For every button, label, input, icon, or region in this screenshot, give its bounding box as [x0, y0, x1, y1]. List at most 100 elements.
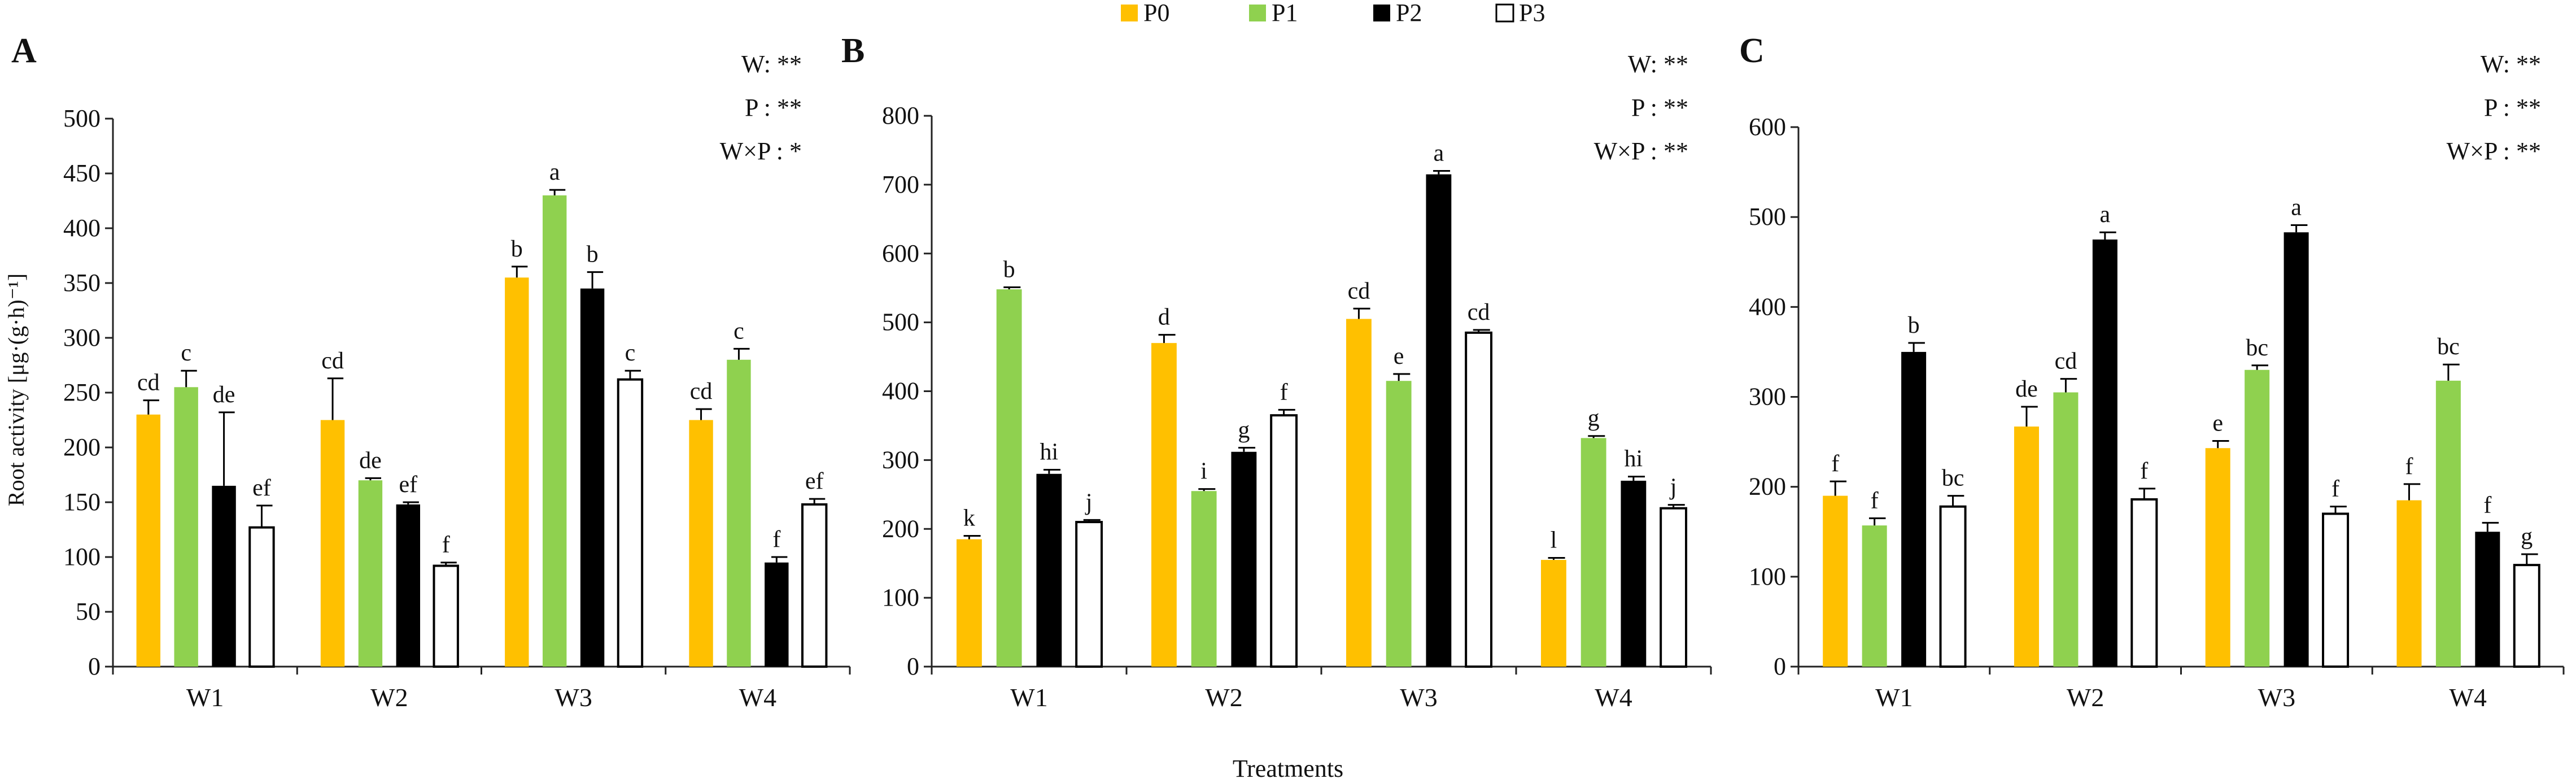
significance-letter: bc — [2246, 335, 2268, 361]
bar-p1-w3 — [1386, 381, 1412, 667]
bar-p3-w1 — [1075, 521, 1103, 668]
y-tick-label: 700 — [882, 171, 919, 198]
significance-letter: e — [2212, 410, 2223, 436]
x-tick-label: W3 — [2258, 683, 2295, 712]
bar-p3-w2 — [433, 564, 459, 668]
bar-p1-w4 — [727, 359, 751, 667]
bar-p3-w2 — [1270, 414, 1298, 668]
y-tick-label: 0 — [1774, 652, 1786, 680]
bar-p1-w2 — [1191, 491, 1217, 667]
significance-letter: a — [2291, 194, 2302, 220]
chart-panel-a: A 0 50 100 150 200 250 300 350 400 450 500 W1 W2 W3 W4 c… — [11, 32, 851, 712]
bar-p3-w4 — [801, 503, 828, 668]
legend-swatch-p3 — [1495, 3, 1514, 23]
significance-letter: b — [511, 236, 523, 262]
bar-p3-w3 — [2322, 512, 2350, 668]
x-tick-label: W1 — [186, 683, 224, 712]
bar-p2-w1 — [1901, 351, 1927, 667]
bar-p0-w4 — [689, 420, 713, 667]
significance-letter: de — [2015, 376, 2038, 402]
bar-p2-w3 — [1426, 174, 1452, 667]
significance-letter: cd — [690, 379, 713, 404]
bar-p2-w4 — [1621, 480, 1647, 667]
stats-annotation: W×P : ** — [1594, 137, 1688, 165]
significance-letter: bc — [1942, 466, 1964, 491]
significance-letter: a — [1434, 141, 1444, 167]
stats-annotation: P : ** — [2484, 94, 2541, 121]
x-tick-label: W4 — [1595, 683, 1632, 712]
significance-letter: hi — [1040, 439, 1059, 465]
significance-letter: a — [2100, 202, 2111, 228]
significance-letter: f — [2140, 458, 2148, 484]
y-tick-label: 400 — [882, 377, 919, 405]
significance-letter: e — [1394, 343, 1404, 369]
y-tick-label: 400 — [1749, 293, 1786, 320]
significance-letter: b — [1908, 312, 1920, 338]
bar-p2-w1 — [1036, 473, 1062, 667]
y-tick-label: 200 — [63, 433, 101, 461]
bar-p2-w3 — [2284, 232, 2309, 667]
x-tick-label: W2 — [1205, 683, 1242, 712]
y-tick-label: 100 — [63, 543, 101, 571]
x-tick-label: W2 — [370, 683, 408, 712]
bar-p3-w2 — [2130, 498, 2158, 668]
bar-p3-w1 — [1939, 505, 1967, 668]
y-axis-label: Root activity [μg·(g·h)⁻¹] — [3, 273, 29, 506]
y-tick-label: 50 — [76, 598, 101, 625]
y-tick-label: 300 — [882, 446, 919, 473]
stats-annotation: P : ** — [745, 94, 802, 121]
significance-letter: hi — [1625, 446, 1643, 472]
stats-annotation: P : ** — [1631, 94, 1688, 121]
bar-p1-w1 — [996, 289, 1022, 667]
significance-letter: c — [733, 318, 744, 344]
bar-p0-w2 — [2014, 427, 2039, 667]
bar-p0-w2 — [320, 420, 345, 667]
y-tick-label: 600 — [882, 240, 919, 267]
bar-p3-w3 — [1465, 331, 1493, 668]
bar-p0-w3 — [505, 277, 529, 667]
y-tick-label: 300 — [63, 324, 101, 351]
significance-letter: b — [1003, 256, 1015, 282]
significance-letter: k — [963, 505, 975, 531]
panel-label: A — [11, 32, 37, 70]
x-tick-label: W1 — [1875, 683, 1913, 712]
bar-p2-w1 — [212, 485, 236, 667]
bar-p0-w1 — [136, 414, 161, 667]
bar-p2-w4 — [765, 562, 789, 667]
bar-p0-w4 — [1540, 560, 1566, 667]
x-tick-label: W1 — [1010, 683, 1047, 712]
y-tick-label: 100 — [1749, 563, 1786, 590]
significance-letter: i — [1200, 459, 1207, 485]
stats-annotation: W: ** — [1628, 50, 1688, 78]
significance-letter: f — [2483, 492, 2491, 518]
legend-swatch-p1 — [1249, 5, 1266, 21]
stats-annotation: W: ** — [2481, 50, 2541, 78]
significance-letter: c — [181, 340, 191, 366]
bar-p1-w2 — [2053, 392, 2079, 667]
significance-letter: cd — [321, 348, 344, 374]
bar-p3-w3 — [617, 378, 644, 668]
bar-p3-w4 — [2513, 564, 2540, 668]
significance-letter: f — [1871, 488, 1879, 514]
stats-annotation: W×P : * — [720, 137, 802, 165]
bar-p1-w1 — [1862, 525, 1887, 667]
legend-swatch-p0 — [1121, 5, 1138, 21]
bar-p2-w4 — [2475, 532, 2500, 667]
bar-p1-w3 — [2245, 369, 2270, 667]
bar-p0-w3 — [1346, 319, 1372, 667]
bar-p1-w1 — [174, 387, 198, 667]
y-tick-label: 450 — [63, 159, 101, 187]
bar-p0-w3 — [2205, 448, 2230, 667]
significance-letter: ef — [252, 475, 271, 501]
y-tick-label: 200 — [1749, 473, 1786, 501]
x-axis-label: Treatments — [1233, 755, 1343, 782]
bar-p1-w3 — [542, 195, 567, 667]
legend-label-p1: P1 — [1272, 0, 1298, 27]
y-tick-label: 500 — [1749, 203, 1786, 230]
y-tick-label: 800 — [882, 102, 919, 129]
significance-letter: ef — [399, 472, 417, 498]
significance-letter: f — [442, 532, 450, 558]
y-tick-label: 500 — [63, 105, 101, 132]
